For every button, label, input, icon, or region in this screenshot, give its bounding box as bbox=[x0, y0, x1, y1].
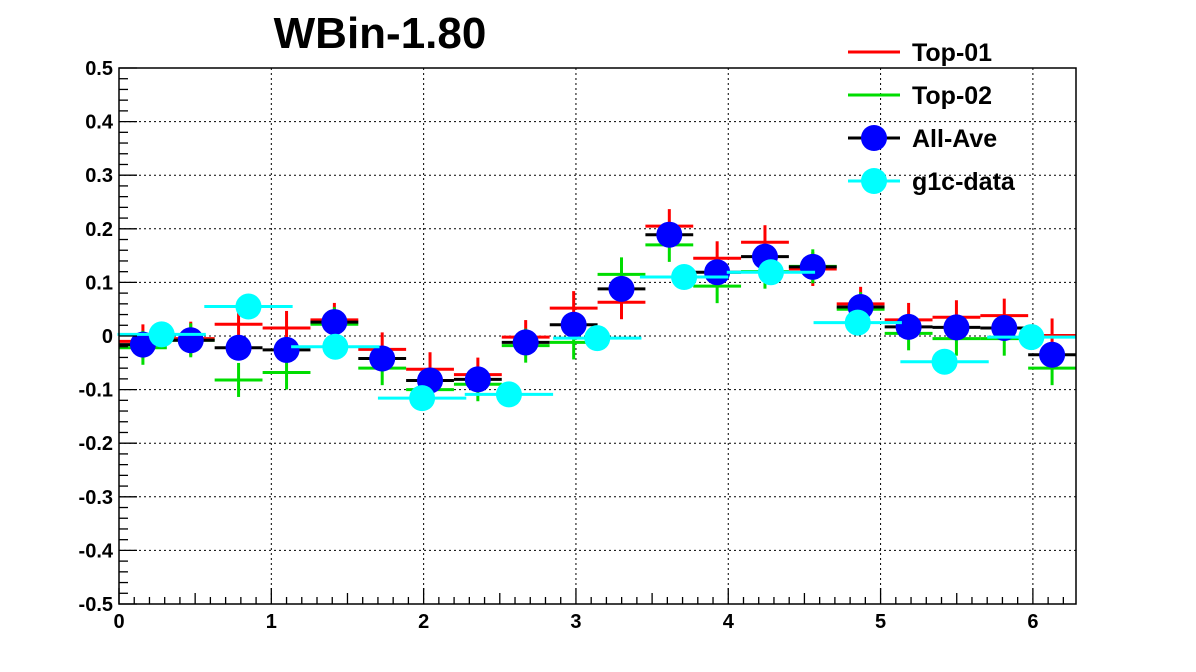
x-tick-label: 6 bbox=[1027, 611, 1038, 633]
legend-label-top-02: Top-02 bbox=[912, 82, 992, 110]
legend-entry-g1c-data: g1c-data bbox=[848, 168, 1016, 196]
data-point-all-ave bbox=[799, 253, 826, 280]
y-tick-label: -0.1 bbox=[79, 380, 113, 402]
data-point-g1c-data bbox=[148, 321, 175, 348]
legend-entry-all-ave: All-Ave bbox=[848, 125, 997, 153]
data-point-all-ave bbox=[177, 327, 204, 354]
data-point-g1c-data bbox=[1018, 324, 1045, 351]
legend-entry-top-02: Top-02 bbox=[848, 82, 992, 110]
y-tick-label: -0.5 bbox=[79, 594, 113, 616]
data-point-all-ave bbox=[1039, 341, 1066, 368]
data-point-g1c-data bbox=[584, 325, 611, 352]
y-tick-label: 0.2 bbox=[85, 219, 113, 241]
x-tick-label: 4 bbox=[723, 611, 735, 633]
data-point-all-ave bbox=[656, 221, 683, 248]
data-point-all-ave bbox=[369, 345, 396, 372]
y-tick-label: 0.4 bbox=[85, 112, 114, 134]
x-tick-label: 1 bbox=[266, 611, 277, 633]
chart-title: WBin-1.80 bbox=[274, 9, 487, 58]
x-tick-label: 2 bbox=[418, 611, 429, 633]
data-point-g1c-data bbox=[322, 333, 349, 360]
data-point-all-ave bbox=[895, 313, 922, 340]
series-g1c-data bbox=[117, 259, 1076, 412]
data-point-all-ave bbox=[273, 336, 300, 363]
plot-area bbox=[117, 209, 1076, 412]
y-tick-label: 0.5 bbox=[85, 58, 113, 80]
y-tick-label: 0 bbox=[102, 326, 113, 348]
x-tick-label: 0 bbox=[113, 611, 124, 633]
legend-entry-top-01: Top-01 bbox=[848, 39, 992, 67]
data-point-g1c-data bbox=[757, 259, 784, 286]
y-tick-label: 0.3 bbox=[85, 165, 113, 187]
axes-frame bbox=[118, 67, 1077, 605]
y-tick-label: -0.3 bbox=[79, 487, 113, 509]
legend: Top-01 Top-02 All-Ave g1c-data bbox=[848, 39, 1016, 196]
legend-label-all-ave: All-Ave bbox=[912, 125, 997, 153]
y-tick-label: -0.4 bbox=[79, 540, 114, 562]
x-tick-label: 5 bbox=[875, 611, 886, 633]
data-point-g1c-data bbox=[931, 348, 958, 375]
data-point-all-ave bbox=[512, 329, 539, 356]
data-point-g1c-data bbox=[235, 293, 262, 320]
data-point-all-ave bbox=[943, 314, 970, 341]
data-point-g1c-data bbox=[671, 264, 698, 291]
legend-label-g1c-data: g1c-data bbox=[912, 168, 1016, 196]
legend-marker-g1c-data bbox=[861, 168, 887, 194]
data-point-g1c-data bbox=[844, 309, 871, 336]
data-point-g1c-data bbox=[495, 381, 522, 408]
data-point-all-ave bbox=[704, 259, 731, 286]
data-point-all-ave bbox=[321, 309, 348, 336]
x-tick-label: 3 bbox=[570, 611, 581, 633]
data-point-all-ave bbox=[464, 366, 491, 393]
legend-marker-all-ave bbox=[861, 125, 887, 151]
data-point-all-ave bbox=[560, 311, 587, 338]
data-point-all-ave bbox=[991, 314, 1018, 341]
data-point-all-ave bbox=[225, 334, 252, 361]
tick-labels: 0 1 2 3 4 5 6 -0.5 -0.4 -0.3 -0.2 -0.1 0 0.1 0.2 0.3 0.4… bbox=[79, 58, 1039, 633]
data-point-g1c-data bbox=[409, 385, 436, 412]
y-tick-label: -0.2 bbox=[79, 433, 113, 455]
legend-label-top-01: Top-01 bbox=[912, 39, 992, 67]
grid bbox=[119, 68, 1076, 604]
data-point-all-ave bbox=[608, 275, 635, 302]
y-tick-label: 0.1 bbox=[85, 272, 113, 294]
